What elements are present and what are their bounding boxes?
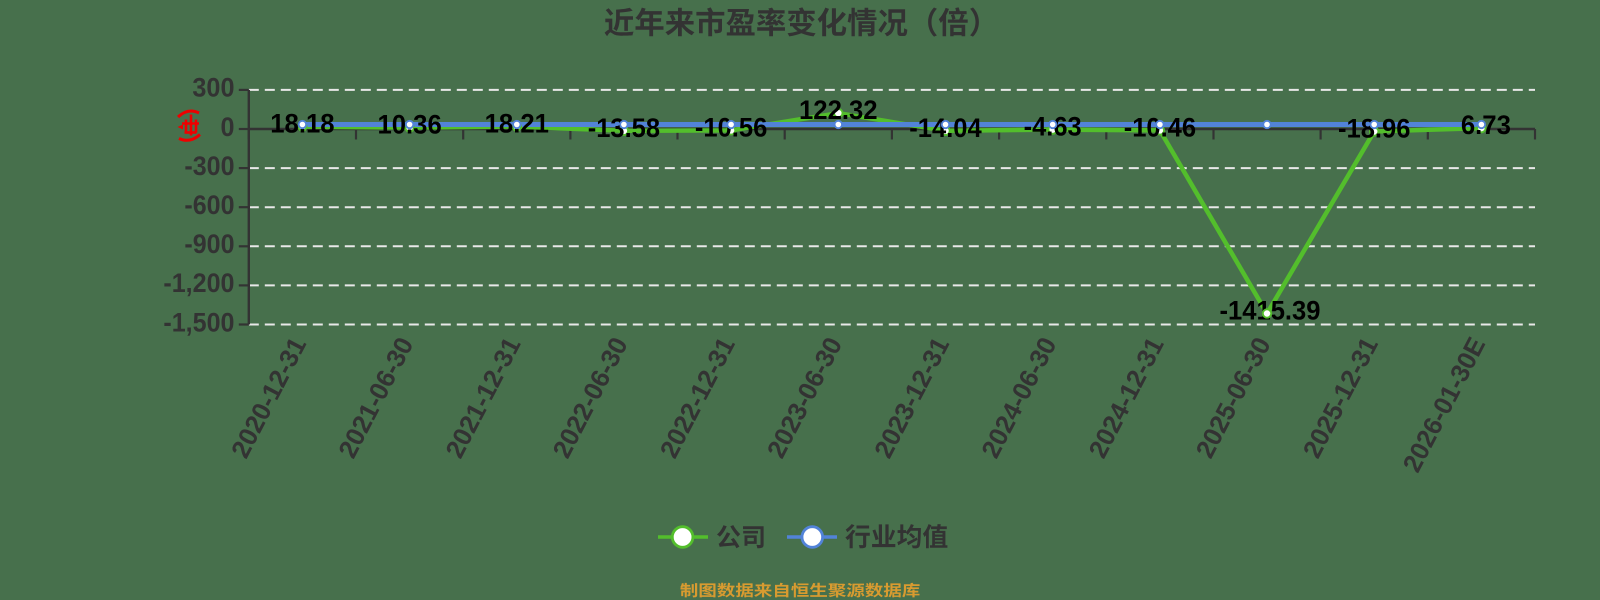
- svg-text:-1,200: -1,200: [163, 268, 234, 298]
- svg-text:-600: -600: [184, 190, 234, 220]
- svg-text:0: 0: [221, 112, 235, 142]
- svg-text:300: 300: [192, 73, 234, 103]
- svg-text:-1,500: -1,500: [163, 307, 234, 337]
- svg-text:-900: -900: [184, 229, 234, 259]
- svg-text:-300: -300: [184, 151, 234, 181]
